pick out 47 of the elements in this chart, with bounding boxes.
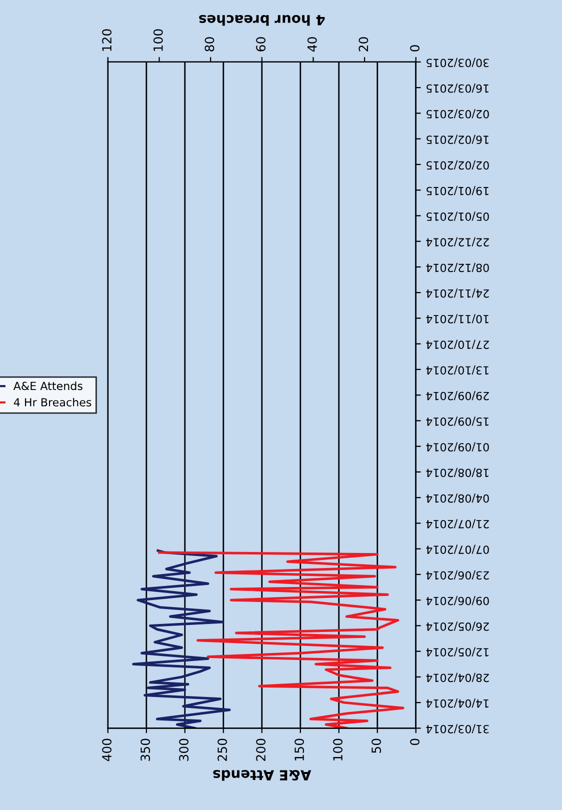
- x-tick-label: 400: [102, 738, 112, 762]
- y-tick-label: 05/01/2015: [426, 212, 489, 221]
- y-tick-label: 21/07/2014: [426, 519, 489, 528]
- y-tick-label: 12/05/2014: [426, 647, 488, 656]
- x-tick-label: 200: [256, 738, 266, 761]
- x-tick-label: 150: [294, 738, 304, 760]
- y-tick-label: 27/10/2014: [426, 340, 489, 350]
- x-tick-label: 300: [179, 738, 189, 761]
- x-tick-label: 250: [218, 738, 228, 761]
- x-axis-title: A&E Attends: [213, 770, 312, 781]
- y-tick-label: 01/09/2014: [426, 442, 489, 452]
- y-tick-label: 31/03/2014: [426, 724, 489, 734]
- y-tick-label: 09/06/2014: [426, 596, 489, 606]
- y-tick-label: 22/12/2014: [426, 237, 489, 247]
- y-tick-label: 30/03/2015: [426, 58, 489, 68]
- y-tick-label: 04/08/2014: [426, 493, 489, 503]
- y-tick-label: 02/02/2015: [426, 160, 489, 170]
- y-tick-label: 15/09/2014: [426, 416, 488, 426]
- y-tick-label: 26/05/2014: [426, 622, 489, 631]
- x-tick-label: 0: [410, 738, 420, 746]
- x2-tick-label: 40: [307, 37, 317, 52]
- y-tick-label: 16/03/2015: [426, 83, 488, 93]
- y-tick-label: 08/12/2014: [426, 262, 489, 272]
- y-tick-label: 18/08/2014: [426, 468, 488, 478]
- x2-tick-label: 100: [153, 29, 163, 51]
- x2-tick-label: 80: [204, 37, 214, 52]
- y-tick-label: 19/01/2015: [426, 186, 488, 196]
- y-tick-label: 23/06/2014: [426, 570, 489, 580]
- y-tick-label: 29/09/2014: [426, 390, 489, 400]
- x-tick-label: 100: [333, 738, 343, 760]
- x2-tick-label: 0: [410, 45, 420, 52]
- x2-tick-label: 60: [256, 37, 266, 52]
- y-tick-label: 16/02/2015: [426, 134, 488, 144]
- y-tick-label: 13/10/2014: [426, 365, 488, 375]
- y-tick-label: 07/07/2014: [426, 544, 489, 554]
- y-tick-label: 14/04/2014: [426, 698, 488, 708]
- legend-label: 4 Hr Breaches: [14, 398, 92, 406]
- x-tick-label: 350: [140, 738, 150, 761]
- x-tick-label: 50: [372, 738, 382, 753]
- x2-tick-label: 120: [102, 29, 112, 51]
- y-tick-label: 02/03/2015: [426, 109, 489, 118]
- y-tick-label: 24/11/2014: [426, 288, 489, 298]
- y-tick-label: 28/04/2014: [426, 672, 489, 682]
- x2-tick-label: 20: [358, 37, 368, 52]
- y-tick-label: 10/11/2014: [426, 314, 488, 324]
- legend-label: A&E Attends: [13, 382, 82, 390]
- x2-axis-title: 4 hour breaches: [199, 14, 325, 26]
